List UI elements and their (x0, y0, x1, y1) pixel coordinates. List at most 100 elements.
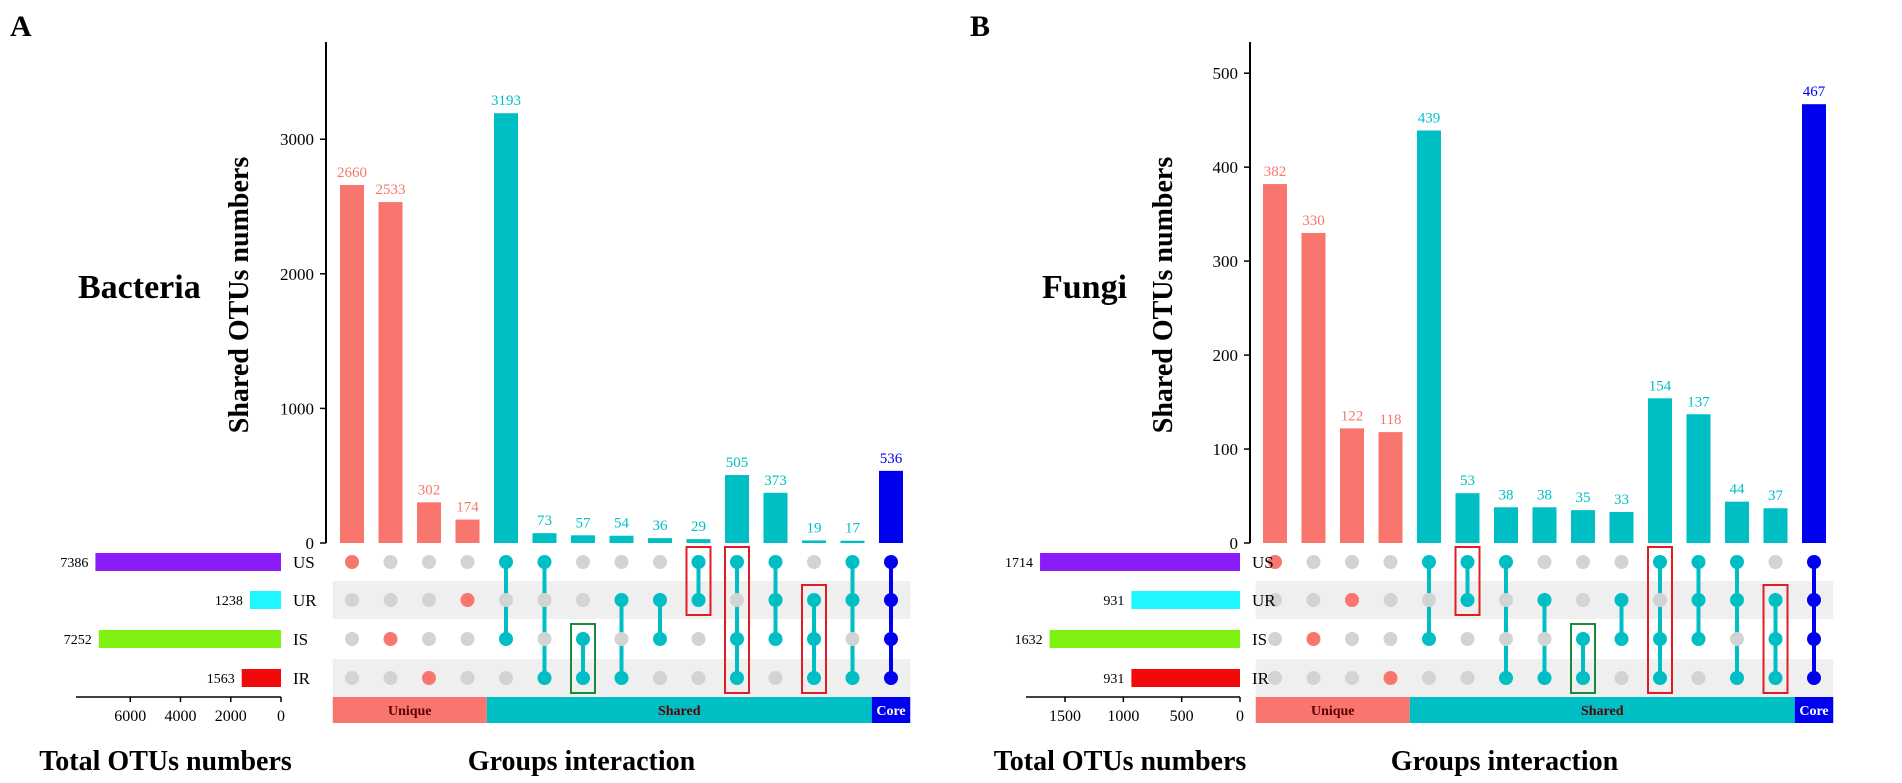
matrix-dot-active (730, 555, 744, 569)
intersection-bar (1802, 104, 1826, 543)
matrix-dot-inactive (845, 632, 860, 646)
matrix-dot-active (730, 671, 744, 685)
matrix-dot-inactive (537, 593, 552, 607)
matrix-dot-inactive (1306, 555, 1321, 569)
matrix-dot-inactive (807, 555, 821, 569)
matrix-dot-inactive (460, 555, 475, 569)
y-tick-label: 1000 (280, 399, 314, 418)
matrix-dot-active (845, 593, 860, 607)
matrix-dot-active (537, 555, 552, 569)
matrix-dot-inactive (1306, 671, 1321, 685)
matrix-dot-active (1422, 555, 1436, 569)
matrix-dot-inactive (1383, 632, 1398, 646)
matrix-dot-active (884, 555, 898, 569)
set-size-bar (1049, 630, 1240, 648)
highlight-box (724, 546, 750, 694)
intersection-bar (1263, 184, 1287, 543)
category-label-unique: Unique (1311, 704, 1355, 719)
matrix-dot-inactive (383, 671, 398, 685)
intersection-bar (1648, 398, 1672, 543)
matrix-dot-active (1422, 632, 1436, 646)
matrix-dot-active (1499, 671, 1513, 685)
y-tick-label: 100 (1213, 440, 1239, 459)
bar-value-label: 302 (418, 482, 441, 498)
set-name-label: UR (293, 591, 317, 610)
matrix-dot-active (1614, 632, 1629, 646)
matrix-dot-active (1730, 593, 1744, 607)
matrix-dot-active (499, 632, 513, 646)
matrix-dot-active (1653, 632, 1667, 646)
bar-value-label: 2533 (376, 182, 406, 198)
matrix-dot-active (383, 632, 398, 646)
matrix-dot-inactive (1499, 632, 1513, 646)
category-label-core: Core (876, 704, 905, 719)
intersection-bar (1455, 493, 1480, 543)
matrix-dot-active (1691, 555, 1706, 569)
matrix-dot-inactive (1537, 555, 1552, 569)
set-size-label: 1238 (215, 594, 243, 609)
intersection-bar (763, 492, 788, 543)
fungi-panel: B Fungi 0 100 200 300 400 500 Shared OTUs number… (970, 10, 1834, 777)
matrix-dot-active (1306, 632, 1321, 646)
set-size-bar (249, 591, 281, 609)
matrix-dot-inactive (422, 555, 436, 569)
category-label-shared: Shared (658, 704, 701, 719)
intersection-bar (1417, 130, 1441, 543)
highlight-box (685, 546, 712, 616)
set-size-label: 7252 (64, 633, 92, 648)
matrix-dot-active (768, 555, 783, 569)
set-size-label: 1563 (207, 672, 235, 687)
bar-value-label: 35 (1576, 490, 1591, 506)
intersection-bar (840, 540, 865, 543)
highlight-box (570, 623, 596, 694)
matrix-dot-active (1807, 593, 1821, 607)
y-tick-label: 200 (1213, 346, 1239, 365)
bar-value-label: 37 (1768, 488, 1784, 504)
matrix-dot-active (422, 671, 436, 685)
matrix-dot-inactive (1422, 671, 1436, 685)
matrix-dot-active (1460, 555, 1475, 569)
matrix-dot-inactive (345, 632, 359, 646)
bar-value-label: 154 (1649, 378, 1672, 394)
bar-value-label: 118 (1380, 412, 1402, 428)
matrix-dot-active (1653, 555, 1667, 569)
matrix-dot-active (1576, 671, 1590, 685)
matrix-dot-active (691, 555, 706, 569)
set-size-label: 1714 (1005, 556, 1033, 571)
y-tick-label: 400 (1213, 158, 1239, 177)
bar-value-label: 53 (1460, 473, 1475, 489)
matrix-dot-inactive (345, 593, 359, 607)
set-name-label: US (1252, 553, 1274, 572)
set-size-bar (1131, 591, 1240, 609)
matrix-dot-active (1499, 555, 1513, 569)
y-tick-label: 3000 (280, 130, 314, 149)
bar-value-label: 38 (1499, 487, 1514, 503)
bar-value-label: 137 (1687, 394, 1710, 410)
matrix-dot-active (1576, 632, 1590, 646)
set-axis-tick-label: 4000 (165, 708, 197, 725)
intersection-bar (455, 519, 480, 543)
matrix-dot-active (884, 593, 898, 607)
intersection-bar (1725, 501, 1749, 543)
matrix-dot-inactive (345, 671, 359, 685)
category-strip-unique (1255, 697, 1410, 723)
bar-value-label: 536 (880, 451, 903, 467)
matrix-dot-inactive (768, 671, 783, 685)
matrix-dot-active (845, 555, 860, 569)
matrix-dot-inactive (1383, 593, 1398, 607)
matrix-dot-active (460, 593, 475, 607)
y-tick-label: 500 (1213, 64, 1239, 83)
matrix-dot-inactive (1576, 555, 1590, 569)
set-size-bar (95, 553, 281, 571)
intersection-bar (648, 538, 672, 543)
matrix-dot-active (1807, 632, 1821, 646)
matrix-dot-active (1268, 555, 1282, 569)
matrix-dot-inactive (383, 593, 398, 607)
matrix-dot-inactive (383, 555, 398, 569)
x-axis-label: Groups interaction (1391, 746, 1619, 777)
matrix-dot-inactive (614, 632, 629, 646)
bar-value-label: 174 (456, 500, 479, 516)
set-axis-label: Total OTUs numbers (994, 746, 1247, 777)
highlight-box (1454, 546, 1481, 616)
